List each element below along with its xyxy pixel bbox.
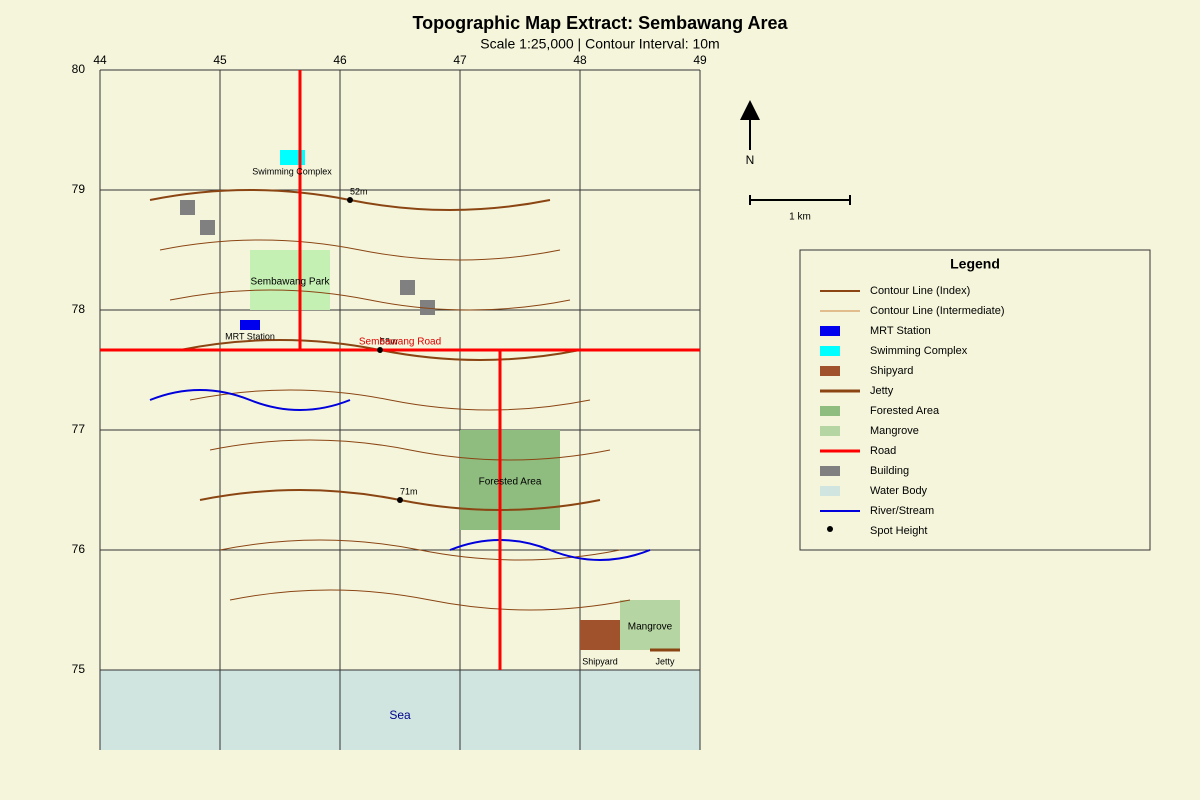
easting-label: 48 (573, 53, 587, 67)
label: Jetty (655, 656, 675, 666)
label: Mangrove (628, 622, 673, 633)
legend-label: Mangrove (870, 425, 919, 437)
contour-intermediate (169, 289, 571, 311)
easting-label: 47 (453, 53, 467, 67)
contour-intermediate (189, 389, 591, 411)
easting-label: 46 (333, 53, 347, 67)
label: MRT Station (225, 331, 275, 341)
building (200, 220, 215, 235)
legend-label: Spot Height (870, 525, 927, 537)
river (449, 539, 651, 561)
legend-symbol (827, 526, 833, 532)
north-label: N (746, 153, 755, 167)
legend-title: Legend (950, 256, 1000, 272)
legend-box (799, 249, 1151, 551)
northing-label: 79 (72, 182, 86, 196)
building (420, 300, 435, 315)
spot-height-label: 52m (350, 186, 368, 196)
label: Sea (389, 708, 411, 722)
label: Forested Area (479, 477, 542, 488)
spot-height (397, 497, 403, 503)
legend-label: Water Body (870, 485, 928, 497)
northing-label: 77 (72, 422, 86, 436)
legend-symbol (820, 486, 840, 496)
mangrove (620, 600, 680, 650)
legend-label: River/Stream (870, 505, 934, 517)
label: Sembawang Park (251, 277, 331, 288)
legend-label: Contour Line (Intermediate) (870, 305, 1005, 317)
label: Shipyard (582, 656, 618, 666)
northing-label: 76 (72, 542, 86, 556)
legend-label: MRT Station (870, 325, 931, 337)
legend-symbol (820, 466, 840, 476)
legend-label: Road (870, 445, 896, 457)
northing-label: 78 (72, 302, 86, 316)
shipyard (580, 620, 620, 650)
legend-label: Contour Line (Index) (870, 285, 970, 297)
label: Sembawang Road (359, 337, 441, 348)
scale-label: 1 km (789, 212, 811, 223)
legend: Contour Line (Index) Contour Line (Interm… (820, 285, 1005, 537)
northing-label: 80 (72, 62, 86, 76)
spot-height (377, 347, 383, 353)
scale-bar (749, 195, 851, 205)
legend-label: Forested Area (870, 405, 940, 417)
legend-label: Jetty (870, 385, 894, 397)
contour-intermediate (209, 439, 611, 461)
spot-height-label: 71m (400, 486, 418, 496)
easting-label: 44 (93, 53, 107, 67)
title: Topographic Map Extract: Sembawang Area (412, 13, 788, 33)
label: Swimming Complex (252, 166, 332, 176)
northing-label: 75 (72, 662, 86, 676)
spot-height (347, 197, 353, 203)
forest (460, 430, 560, 530)
legend-symbol (820, 366, 840, 376)
sea (100, 670, 700, 750)
contour-intermediate (219, 539, 621, 561)
legend-symbol (820, 346, 840, 356)
park (250, 250, 330, 310)
legend-label: Swimming Complex (870, 345, 968, 357)
legend-symbol (820, 326, 840, 336)
easting-label: 49 (693, 53, 707, 67)
legend-label: Shipyard (870, 365, 913, 377)
subtitle: Scale 1:25,000 | Contour Interval: 10m (480, 36, 719, 52)
building (400, 280, 415, 295)
mrt-station (240, 320, 260, 330)
legend-symbol (820, 406, 840, 416)
spot-height-label: 58m (380, 336, 398, 346)
river (149, 389, 351, 411)
legend-symbol (820, 426, 840, 436)
contour-intermediate (229, 589, 631, 611)
easting-label: 45 (213, 53, 227, 67)
contour-intermediate (159, 239, 561, 261)
building (180, 200, 195, 215)
legend-label: Building (870, 465, 909, 477)
north-arrow (740, 100, 760, 120)
